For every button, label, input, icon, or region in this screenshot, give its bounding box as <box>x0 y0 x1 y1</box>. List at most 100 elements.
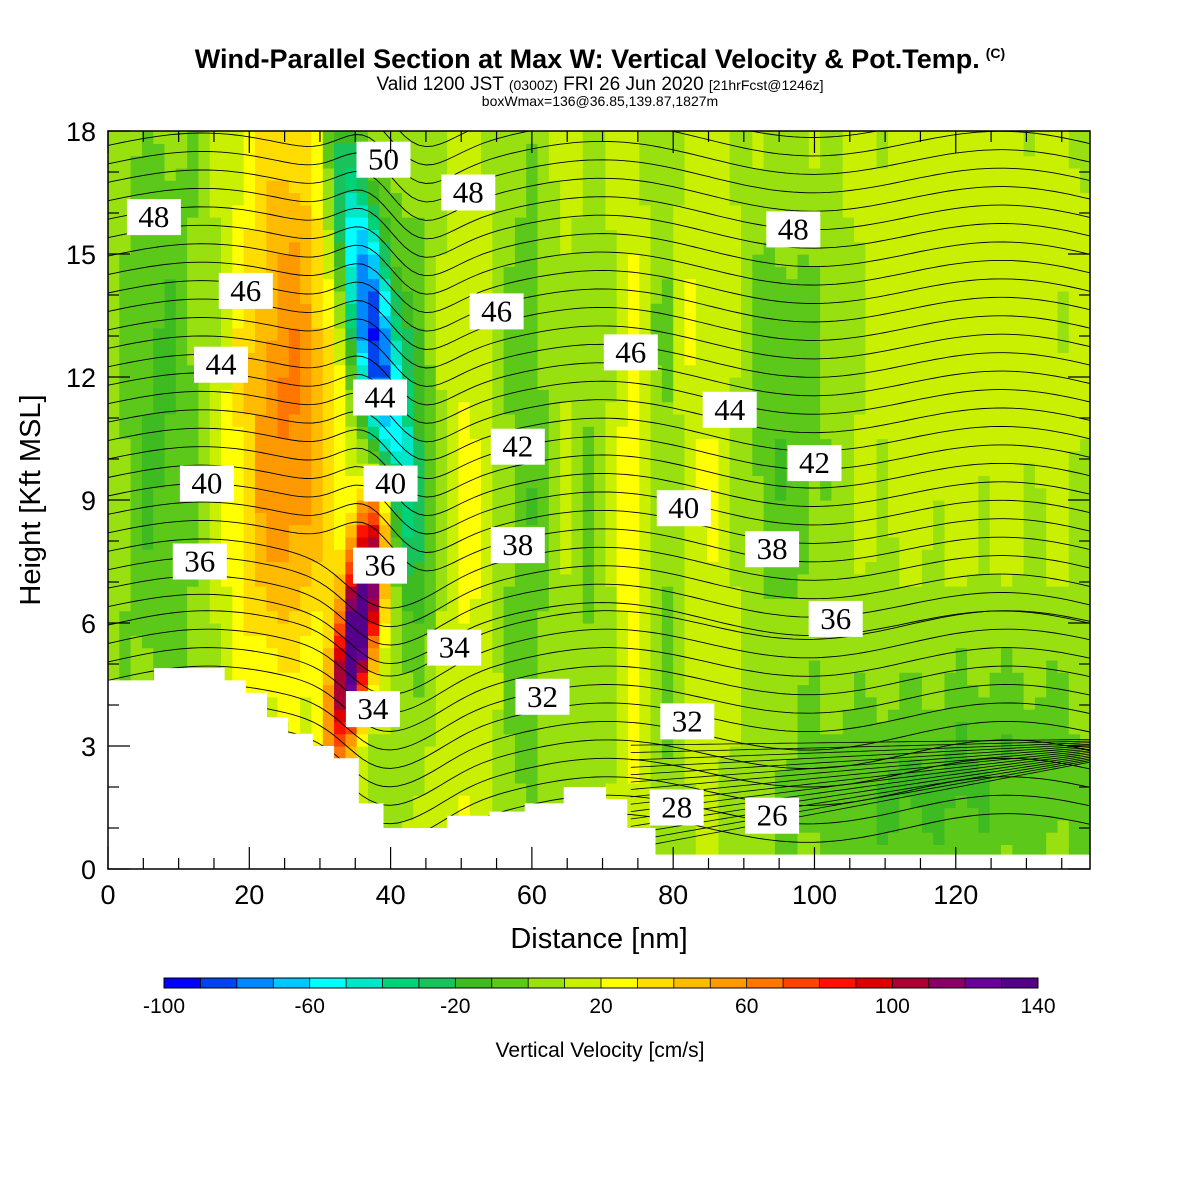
field-cell <box>322 586 335 599</box>
field-cell <box>1023 487 1036 501</box>
field-cell <box>774 844 787 858</box>
field-cell <box>221 512 233 526</box>
field-cell <box>695 438 708 452</box>
field-cell <box>639 487 652 501</box>
field-cell <box>514 721 527 735</box>
field-cell <box>763 746 776 759</box>
field-cell <box>481 659 493 673</box>
field-cell <box>1034 696 1047 710</box>
field-cell <box>300 696 313 710</box>
field-cell <box>322 426 335 440</box>
field-cell <box>582 549 595 563</box>
field-cell <box>334 155 346 169</box>
field-cell <box>673 180 686 194</box>
field-cell <box>119 549 132 563</box>
field-cell <box>808 672 821 686</box>
field-cell <box>718 782 731 796</box>
field-cell <box>481 167 493 181</box>
field-cell <box>322 377 335 390</box>
field-cell <box>967 573 979 587</box>
field-cell <box>594 586 606 599</box>
field-cell <box>322 340 335 353</box>
field-cell <box>288 463 301 476</box>
field-cell <box>413 598 426 612</box>
field-cell <box>741 733 753 747</box>
field-cell <box>673 413 686 427</box>
field-cell <box>842 131 855 144</box>
field-cell <box>989 647 1002 661</box>
field-cell <box>288 340 301 353</box>
field-cell <box>356 746 369 759</box>
field-cell <box>989 844 1002 858</box>
field-cell <box>933 733 946 747</box>
field-cell <box>627 475 640 489</box>
field-cell <box>842 401 855 415</box>
field-cell <box>854 795 866 809</box>
field-cell <box>458 463 471 476</box>
field-cell <box>763 426 776 440</box>
field-cell <box>887 155 900 169</box>
field-cell <box>627 807 640 821</box>
field-cell <box>786 364 799 378</box>
field-cell <box>989 426 1002 440</box>
field-cell <box>684 832 697 845</box>
field-cell <box>650 475 663 489</box>
field-cell <box>752 487 765 501</box>
field-cell <box>390 241 403 255</box>
field-cell <box>243 610 256 624</box>
field-cell <box>865 832 878 845</box>
field-cell <box>831 254 844 267</box>
field-cell <box>955 709 968 722</box>
field-cell <box>435 401 448 415</box>
field-cell <box>899 795 912 809</box>
field-cell <box>797 512 810 526</box>
field-cell <box>718 684 731 698</box>
field-cell <box>627 389 640 403</box>
field-cell <box>458 290 471 304</box>
field-cell <box>277 290 290 304</box>
field-cell <box>345 500 358 513</box>
field-cell <box>797 795 810 809</box>
field-cell <box>639 807 652 821</box>
field-cell <box>435 623 448 636</box>
field-cell <box>243 413 256 427</box>
field-cell <box>277 364 290 378</box>
field-cell <box>1000 241 1013 255</box>
field-cell <box>774 623 787 636</box>
field-cell <box>627 733 640 747</box>
field-cell <box>854 278 866 292</box>
field-cell <box>808 290 821 304</box>
field-cell <box>300 143 313 157</box>
field-cell <box>786 254 799 267</box>
field-cell <box>560 364 573 378</box>
field-cell <box>108 549 120 563</box>
field-cell <box>695 659 708 673</box>
field-cell <box>571 241 584 255</box>
field-cell <box>1034 586 1047 599</box>
field-cell <box>311 426 324 440</box>
field-cell <box>503 795 516 809</box>
field-cell <box>1023 377 1036 390</box>
field-cell <box>650 721 663 735</box>
field-cell <box>266 254 279 267</box>
field-cell <box>311 536 324 550</box>
field-cell <box>707 217 719 230</box>
field-cell <box>254 426 267 440</box>
field-cell <box>639 524 652 538</box>
field-cell <box>684 155 697 169</box>
field-cell <box>831 475 844 489</box>
field-cell <box>605 290 618 304</box>
field-cell <box>435 475 448 489</box>
field-cell <box>108 647 120 661</box>
field-cell <box>842 709 855 722</box>
field-cell <box>955 241 968 255</box>
field-cell <box>887 746 900 759</box>
field-cell <box>989 684 1002 698</box>
field-cell <box>1046 696 1059 710</box>
field-cell <box>187 327 200 341</box>
field-cell <box>627 500 640 513</box>
field-cell <box>187 229 200 243</box>
field-cell <box>842 844 855 858</box>
field-cell <box>277 549 290 563</box>
field-cell <box>876 623 889 636</box>
